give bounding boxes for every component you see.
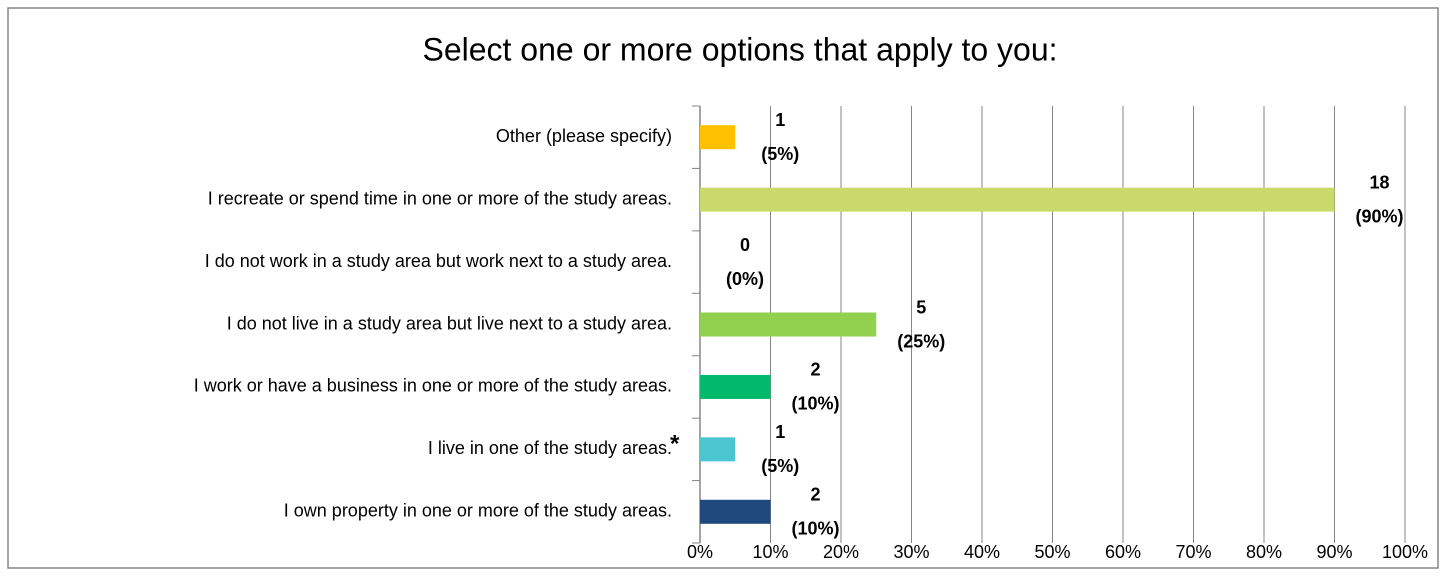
count-label: 0 [740, 235, 750, 255]
x-tick-label: 100% [1382, 542, 1428, 562]
chart-title: Select one or more options that apply to… [422, 31, 1057, 67]
bar [700, 374, 771, 399]
x-tick-label: 80% [1246, 542, 1282, 562]
x-tick-label: 40% [964, 542, 1000, 562]
count-label: 2 [810, 360, 820, 380]
y-tick-label: I live in one of the study areas. [428, 438, 672, 458]
value-label: (10%) [791, 394, 839, 414]
x-tick-label: 30% [893, 542, 929, 562]
value-label: (0%) [726, 269, 764, 289]
bar [700, 499, 771, 524]
value-label: (5%) [761, 144, 799, 164]
value-label: (90%) [1355, 206, 1403, 226]
x-tick-label: 0% [687, 542, 713, 562]
value-label: (10%) [791, 519, 839, 539]
chart-border [7, 7, 1439, 569]
count-label: 1 [775, 422, 785, 442]
x-tick-label: 90% [1316, 542, 1352, 562]
bar [700, 312, 877, 337]
y-tick-label: I own property in one or more of the stu… [284, 501, 672, 521]
y-tick-label: I work or have a business in one or more… [194, 376, 672, 396]
value-label: (25%) [897, 331, 945, 351]
annotation: * [670, 431, 680, 458]
value-label: (5%) [761, 456, 799, 476]
x-tick-label: 20% [823, 542, 859, 562]
y-tick-label: I do not live in a study area but live n… [227, 313, 672, 333]
bar [700, 437, 736, 462]
y-tick-label: I do not work in a study area but work n… [205, 251, 672, 271]
count-label: 5 [916, 297, 926, 317]
count-label: 18 [1369, 172, 1389, 192]
y-tick-label: Other (please specify) [496, 126, 672, 146]
x-tick-label: 10% [752, 542, 788, 562]
x-tick-label: 50% [1034, 542, 1070, 562]
bar [700, 187, 1335, 212]
y-tick-label: I recreate or spend time in one or more … [208, 188, 672, 208]
count-label: 1 [775, 110, 785, 130]
bar [700, 125, 736, 150]
count-label: 2 [810, 485, 820, 505]
x-tick-label: 70% [1175, 542, 1211, 562]
x-tick-label: 60% [1105, 542, 1141, 562]
